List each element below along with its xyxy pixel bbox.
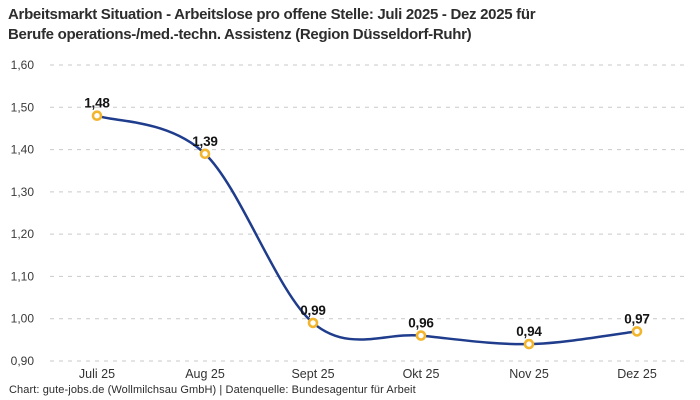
data-point-label: 0,97 [624, 311, 649, 326]
y-axis-tick-label: 1,50 [11, 100, 35, 114]
y-axis-tick-label: 0,90 [11, 354, 35, 368]
data-point-marker [307, 317, 319, 329]
x-axis-tick-label: Dez 25 [617, 367, 657, 381]
data-point-marker [631, 326, 643, 337]
y-axis-tick-label: 1,10 [11, 269, 35, 283]
chart-title-line1: Arbeitsmarkt Situation - Arbeitslose pro… [8, 6, 536, 23]
x-axis-tick-label: Nov 25 [509, 367, 549, 381]
x-axis-tick-label: Juli 25 [79, 367, 115, 381]
data-point-label: 0,94 [516, 324, 542, 339]
chart-title-line2: Berufe operations-/med.-techn. Assistenz… [8, 26, 472, 43]
data-point-label: 0,96 [408, 316, 434, 331]
data-point-marker [523, 338, 535, 350]
chart-source: Chart: gute-jobs.de (Wollmilchsau GmbH) … [9, 384, 416, 396]
data-point-marker [199, 148, 211, 160]
y-axis-tick-label: 1,40 [11, 143, 35, 157]
x-axis-tick-label: Aug 25 [185, 367, 225, 381]
y-axis-tick-label: 1,30 [11, 185, 35, 199]
chart-title: Arbeitsmarkt Situation - Arbeitslose pro… [8, 5, 688, 45]
data-point-label: 0,99 [300, 303, 325, 318]
x-axis-tick-label: Sept 25 [291, 367, 334, 381]
data-point-marker [415, 330, 427, 341]
data-point-label: 1,48 [84, 96, 110, 111]
data-point-marker [91, 110, 103, 121]
data-point-label: 1,39 [192, 134, 217, 149]
y-axis-tick-label: 1,00 [11, 312, 35, 326]
y-axis-tick-label: 1,20 [11, 227, 35, 241]
y-axis-tick-label: 1,60 [11, 58, 35, 72]
x-axis-tick-label: Okt 25 [403, 367, 440, 381]
